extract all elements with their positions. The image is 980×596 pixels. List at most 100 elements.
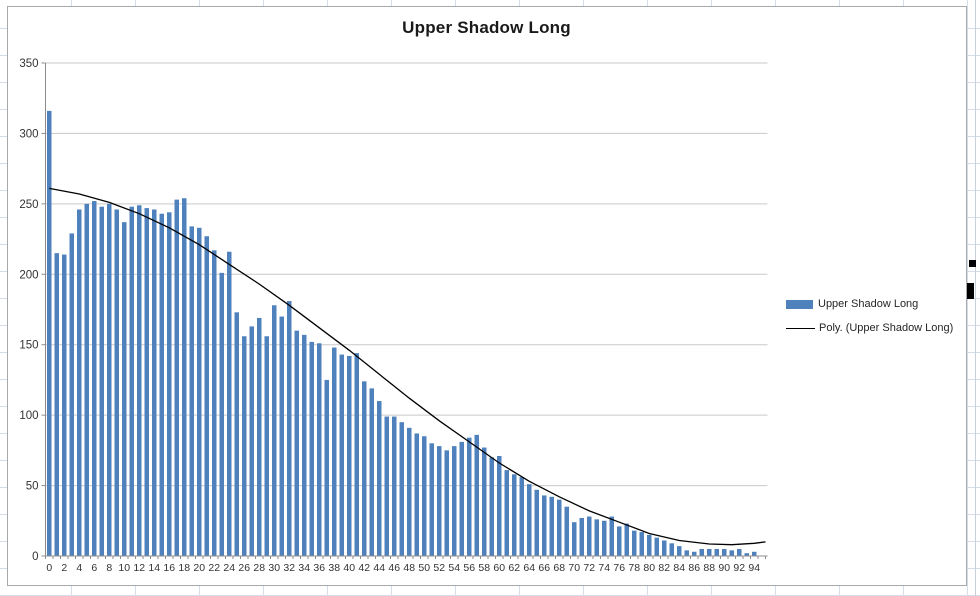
bar[interactable] bbox=[609, 516, 615, 556]
bar[interactable] bbox=[617, 526, 622, 556]
bar[interactable] bbox=[407, 427, 412, 556]
bar[interactable] bbox=[467, 437, 472, 556]
bar[interactable] bbox=[654, 537, 660, 556]
bar[interactable] bbox=[272, 305, 277, 556]
bar[interactable] bbox=[377, 401, 382, 556]
bar[interactable] bbox=[474, 434, 480, 556]
bar[interactable] bbox=[564, 506, 570, 556]
bar[interactable] bbox=[294, 330, 300, 556]
bar[interactable] bbox=[92, 201, 97, 557]
bar[interactable] bbox=[62, 254, 67, 556]
bar[interactable] bbox=[639, 532, 645, 556]
bar[interactable] bbox=[107, 203, 112, 556]
bar[interactable] bbox=[504, 470, 510, 556]
bar[interactable] bbox=[77, 209, 82, 556]
bar[interactable] bbox=[392, 416, 397, 556]
bar[interactable] bbox=[707, 548, 712, 556]
bar[interactable] bbox=[647, 534, 652, 556]
bar[interactable] bbox=[114, 209, 120, 556]
legend-entry-trendline[interactable]: Poly. (Upper Shadow Long) bbox=[786, 321, 953, 335]
bar[interactable] bbox=[579, 517, 585, 556]
bar[interactable] bbox=[587, 516, 592, 556]
bar[interactable] bbox=[549, 496, 555, 556]
bar[interactable] bbox=[287, 301, 292, 556]
bar[interactable] bbox=[144, 208, 150, 556]
bar[interactable] bbox=[752, 551, 757, 556]
bar[interactable] bbox=[257, 317, 262, 556]
bar[interactable] bbox=[437, 446, 442, 556]
bar[interactable] bbox=[324, 379, 330, 556]
bar[interactable] bbox=[414, 433, 420, 556]
bar[interactable] bbox=[54, 253, 60, 556]
trendline[interactable] bbox=[49, 187, 766, 546]
bar[interactable] bbox=[692, 551, 697, 556]
bar[interactable] bbox=[122, 222, 127, 556]
bar[interactable] bbox=[452, 446, 457, 556]
bar[interactable] bbox=[69, 233, 75, 557]
bar[interactable] bbox=[227, 251, 232, 556]
bar[interactable] bbox=[309, 341, 315, 556]
bar[interactable] bbox=[459, 441, 465, 556]
bar[interactable] bbox=[722, 548, 727, 556]
bar[interactable] bbox=[347, 355, 352, 556]
bar[interactable] bbox=[167, 212, 172, 556]
chart-title[interactable]: Upper Shadow Long bbox=[402, 18, 571, 37]
bar[interactable] bbox=[497, 455, 502, 556]
bar[interactable] bbox=[399, 422, 405, 556]
bar[interactable] bbox=[279, 316, 285, 556]
bar[interactable] bbox=[519, 477, 525, 556]
bar[interactable] bbox=[197, 227, 202, 556]
bar[interactable] bbox=[572, 522, 577, 556]
bar[interactable] bbox=[422, 436, 427, 556]
bar[interactable] bbox=[47, 110, 52, 557]
bar[interactable] bbox=[624, 523, 630, 556]
bar[interactable] bbox=[182, 198, 187, 557]
bar[interactable] bbox=[369, 388, 375, 556]
bar[interactable] bbox=[332, 347, 337, 556]
bar[interactable] bbox=[129, 206, 135, 556]
bar[interactable] bbox=[84, 203, 90, 556]
bar[interactable] bbox=[444, 450, 450, 556]
bar[interactable] bbox=[699, 548, 705, 556]
bar[interactable] bbox=[744, 553, 750, 556]
bar[interactable] bbox=[602, 520, 607, 556]
bar[interactable] bbox=[264, 336, 270, 556]
bar[interactable] bbox=[527, 484, 532, 556]
bar[interactable] bbox=[362, 381, 367, 556]
bar[interactable] bbox=[714, 548, 720, 556]
bar[interactable] bbox=[159, 213, 165, 556]
bar[interactable] bbox=[242, 336, 247, 556]
bar[interactable] bbox=[204, 236, 210, 557]
bar[interactable] bbox=[737, 548, 742, 556]
bar[interactable] bbox=[729, 550, 735, 556]
bar[interactable] bbox=[662, 540, 667, 556]
bar[interactable] bbox=[489, 457, 495, 556]
bar[interactable] bbox=[212, 250, 217, 556]
legend-entry-series[interactable]: Upper Shadow Long bbox=[786, 297, 953, 311]
bar[interactable] bbox=[249, 326, 255, 556]
bar[interactable] bbox=[684, 550, 690, 556]
bar[interactable] bbox=[429, 443, 435, 556]
bar[interactable] bbox=[317, 343, 322, 556]
bar[interactable] bbox=[234, 312, 240, 556]
bar[interactable] bbox=[677, 546, 682, 556]
bar[interactable] bbox=[594, 519, 600, 556]
bar[interactable] bbox=[219, 272, 225, 556]
bar[interactable] bbox=[302, 334, 307, 556]
bar[interactable] bbox=[189, 226, 195, 556]
bar[interactable] bbox=[669, 543, 675, 556]
legend[interactable]: Upper Shadow Long Poly. (Upper Shadow Lo… bbox=[786, 297, 953, 345]
bar[interactable] bbox=[632, 530, 637, 556]
bar[interactable] bbox=[339, 354, 345, 556]
bar[interactable] bbox=[137, 205, 142, 556]
bar[interactable] bbox=[482, 447, 487, 556]
bar[interactable] bbox=[542, 495, 547, 556]
bar[interactable] bbox=[174, 199, 180, 557]
bar[interactable] bbox=[557, 499, 562, 556]
bar[interactable] bbox=[99, 206, 105, 556]
bar[interactable] bbox=[534, 489, 540, 556]
bar[interactable] bbox=[512, 474, 517, 556]
bar[interactable] bbox=[354, 353, 360, 556]
bar[interactable] bbox=[384, 416, 390, 556]
bar[interactable] bbox=[152, 209, 157, 556]
